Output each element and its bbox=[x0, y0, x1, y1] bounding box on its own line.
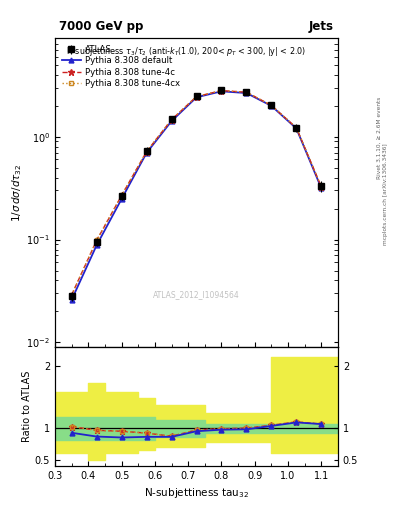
Pythia 8.308 tune-4cx bbox=[244, 89, 249, 95]
Text: mcplots.cern.ch [arXiv:1306.3436]: mcplots.cern.ch [arXiv:1306.3436] bbox=[383, 144, 387, 245]
Pythia 8.308 default bbox=[69, 296, 74, 303]
Pythia 8.308 default bbox=[294, 125, 299, 132]
Pythia 8.308 tune-4c bbox=[169, 117, 174, 123]
Pythia 8.308 default bbox=[244, 90, 249, 96]
Pythia 8.308 tune-4c bbox=[219, 88, 224, 94]
Pythia 8.308 default bbox=[119, 196, 124, 202]
Pythia 8.308 default bbox=[219, 88, 224, 94]
Pythia 8.308 tune-4cx bbox=[219, 88, 224, 94]
Text: N-subjettiness $\tau_3/\tau_2$ (anti-$k_T$(1.0), 200< $p_T$ < 300, |y| < 2.0): N-subjettiness $\tau_3/\tau_2$ (anti-$k_… bbox=[66, 45, 307, 57]
Pythia 8.308 tune-4c bbox=[94, 238, 99, 244]
Line: Pythia 8.308 tune-4c: Pythia 8.308 tune-4c bbox=[68, 87, 325, 298]
Pythia 8.308 tune-4cx bbox=[294, 124, 299, 131]
Pythia 8.308 tune-4c bbox=[319, 184, 324, 190]
Pythia 8.308 tune-4cx bbox=[169, 117, 174, 123]
Pythia 8.308 tune-4c bbox=[194, 94, 199, 100]
Text: Rivet 3.1.10, ≥ 2.6M events: Rivet 3.1.10, ≥ 2.6M events bbox=[377, 97, 382, 179]
Pythia 8.308 default bbox=[144, 150, 149, 156]
Pythia 8.308 default bbox=[194, 94, 199, 100]
Pythia 8.308 tune-4c bbox=[294, 124, 299, 131]
Line: Pythia 8.308 default: Pythia 8.308 default bbox=[69, 89, 324, 302]
Pythia 8.308 tune-4cx bbox=[319, 184, 324, 190]
Pythia 8.308 default bbox=[319, 185, 324, 191]
Text: ATLAS_2012_I1094564: ATLAS_2012_I1094564 bbox=[153, 290, 240, 299]
Pythia 8.308 tune-4cx bbox=[94, 238, 99, 244]
Y-axis label: Ratio to ATLAS: Ratio to ATLAS bbox=[22, 371, 32, 442]
Legend: ATLAS, Pythia 8.308 default, Pythia 8.308 tune-4c, Pythia 8.308 tune-4cx: ATLAS, Pythia 8.308 default, Pythia 8.30… bbox=[59, 42, 183, 90]
Pythia 8.308 default bbox=[169, 118, 174, 124]
X-axis label: N-subjettiness tau$_{32}$: N-subjettiness tau$_{32}$ bbox=[144, 486, 249, 500]
Pythia 8.308 tune-4c bbox=[69, 292, 74, 298]
Pythia 8.308 default bbox=[94, 242, 99, 248]
Pythia 8.308 tune-4cx bbox=[69, 292, 74, 298]
Pythia 8.308 tune-4c bbox=[144, 148, 149, 155]
Pythia 8.308 tune-4cx bbox=[119, 193, 124, 199]
Pythia 8.308 default bbox=[269, 103, 274, 109]
Text: Jets: Jets bbox=[309, 20, 334, 33]
Pythia 8.308 tune-4c bbox=[119, 193, 124, 199]
Text: 7000 GeV pp: 7000 GeV pp bbox=[59, 20, 143, 33]
Pythia 8.308 tune-4cx bbox=[269, 102, 274, 109]
Y-axis label: $1/\sigma\,d\sigma/d\tau_{32}$: $1/\sigma\,d\sigma/d\tau_{32}$ bbox=[10, 164, 24, 222]
Pythia 8.308 tune-4c bbox=[244, 89, 249, 95]
Pythia 8.308 tune-4cx bbox=[194, 94, 199, 100]
Pythia 8.308 tune-4c bbox=[269, 102, 274, 109]
Pythia 8.308 tune-4cx bbox=[144, 148, 149, 155]
Line: Pythia 8.308 tune-4cx: Pythia 8.308 tune-4cx bbox=[70, 89, 323, 297]
